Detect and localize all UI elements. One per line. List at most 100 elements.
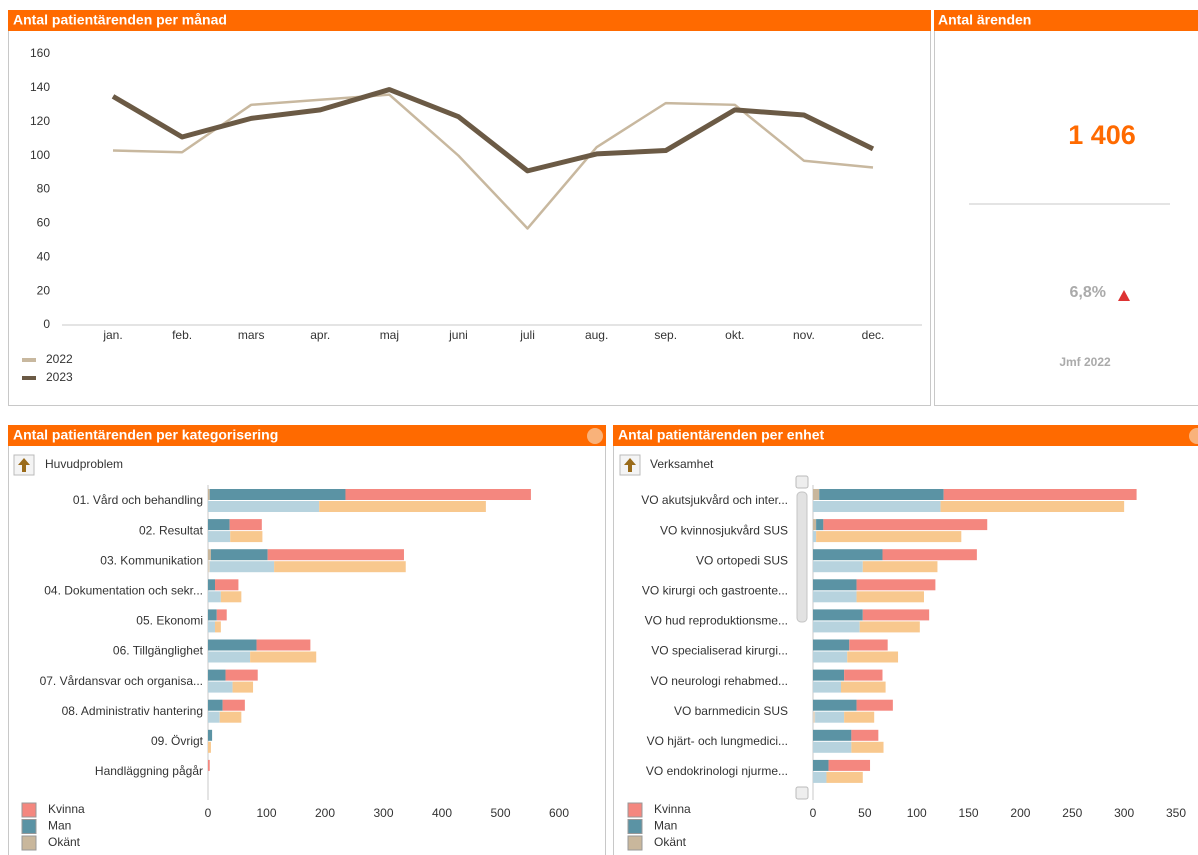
bar-segment — [222, 699, 245, 711]
kpi-change: 6,8% — [1070, 284, 1106, 301]
bar-segment — [813, 519, 817, 531]
bar-segment — [208, 711, 220, 723]
bar-segment — [208, 579, 216, 591]
x-tick-label: 100 — [907, 806, 927, 820]
bar-segment — [813, 549, 883, 561]
bar-segment — [851, 729, 879, 741]
bar-segment — [208, 489, 210, 500]
bar-segment — [319, 501, 486, 512]
bar-segment — [856, 591, 924, 603]
line-series — [111, 87, 875, 174]
bar-segment — [813, 729, 852, 741]
bar-segment — [208, 591, 221, 603]
panel — [8, 10, 931, 406]
chart-title: Antal patientärenden per månad — [13, 12, 227, 28]
scroll-down[interactable] — [795, 786, 809, 800]
x-tick-label: juni — [448, 328, 468, 342]
bar-segment — [208, 729, 213, 741]
x-tick-label: 200 — [1010, 806, 1030, 820]
bar-segment — [813, 621, 860, 633]
kpi-value: 1 406 — [1068, 120, 1136, 150]
bar-segment — [823, 519, 988, 531]
x-tick-label: 250 — [1062, 806, 1082, 820]
category-label: VO hjärt- och lungmedici... — [647, 734, 788, 748]
bar-segment — [851, 741, 884, 753]
category-label: Handläggning pågår — [95, 764, 203, 778]
bar-segment — [219, 711, 242, 723]
kpi-title: Antal ärenden — [938, 12, 1031, 28]
x-tick-label: 300 — [373, 806, 393, 820]
x-tick-label: 0 — [205, 806, 212, 820]
x-tick-label: sep. — [654, 328, 677, 342]
legend-swatch — [21, 819, 37, 834]
bar-segment — [813, 489, 820, 500]
y-tick-label: 80 — [37, 182, 51, 196]
x-tick-label: nov. — [793, 328, 815, 342]
x-tick-label: feb. — [172, 328, 192, 342]
help-icon[interactable] — [587, 428, 603, 444]
panel-header — [934, 10, 1198, 31]
bar-segment — [813, 591, 857, 603]
bar-segment — [813, 531, 817, 543]
category-label: 06. Tillgänglighet — [113, 644, 204, 658]
x-tick-label: 500 — [490, 806, 510, 820]
scroll-up[interactable] — [795, 475, 809, 489]
bar-segment — [826, 771, 863, 783]
y-tick-label: 100 — [30, 148, 50, 162]
category-label: VO specialiserad kirurgi... — [651, 644, 788, 658]
bar-segment — [250, 651, 317, 663]
chart-title: Antal patientärenden per kategorisering — [13, 427, 278, 443]
x-tick-label: 50 — [858, 806, 872, 820]
category-label: 04. Dokumentation och sekr... — [44, 583, 203, 597]
bar-segment — [215, 621, 221, 633]
x-tick-label: 100 — [256, 806, 276, 820]
category-label: 08. Administrativ hantering — [62, 704, 203, 718]
category-label: VO barnmedicin SUS — [674, 704, 788, 718]
bar-segment — [345, 489, 531, 500]
scroll-thumb[interactable] — [796, 491, 808, 623]
bar-segment — [882, 549, 977, 561]
x-tick-label: apr. — [310, 328, 330, 342]
bar-segment — [943, 489, 1137, 500]
bar-segment — [208, 681, 233, 693]
kpi-compare-label: Jmf 2022 — [1059, 355, 1111, 369]
bar-segment — [209, 489, 346, 500]
legend-label: 2023 — [46, 370, 73, 384]
bar-segment — [229, 519, 262, 531]
x-tick-label: 300 — [1114, 806, 1134, 820]
bar-segment — [856, 579, 936, 591]
category-label: 05. Ekonomi — [136, 614, 203, 628]
panel — [934, 10, 1198, 406]
bar-segment — [841, 681, 886, 693]
bar-segment — [813, 639, 850, 651]
x-tick-label: juli — [519, 328, 535, 342]
bar-segment — [208, 549, 211, 561]
bar-segment — [215, 579, 239, 591]
y-tick-label: 40 — [37, 249, 51, 263]
bar-segment — [230, 531, 263, 543]
y-tick-label: 20 — [37, 283, 51, 297]
bar-segment — [940, 501, 1125, 512]
category-label: 03. Kommunikation — [100, 553, 203, 567]
bar-segment — [208, 561, 210, 573]
y-tick-label: 120 — [30, 114, 50, 128]
y-tick-label: 60 — [37, 216, 51, 230]
bar-segment — [220, 591, 242, 603]
y-tick-label: 160 — [30, 46, 50, 60]
bar-segment — [813, 699, 857, 711]
bar-segment — [208, 669, 226, 681]
bar-segment — [813, 711, 816, 723]
bar-segment — [862, 609, 930, 621]
legend-swatch — [627, 819, 643, 834]
help-icon[interactable] — [1189, 428, 1198, 444]
bar-segment — [209, 561, 275, 573]
category-label: VO neurologi rehabmed... — [651, 674, 788, 688]
category-label: VO kvinnosjukvård SUS — [660, 523, 788, 537]
x-tick-label: 350 — [1166, 806, 1186, 820]
legend-label: Okänt — [654, 835, 687, 849]
legend-swatch — [627, 835, 643, 851]
line-series — [112, 93, 874, 230]
bar-segment — [813, 579, 857, 591]
bar-segment — [816, 519, 824, 531]
